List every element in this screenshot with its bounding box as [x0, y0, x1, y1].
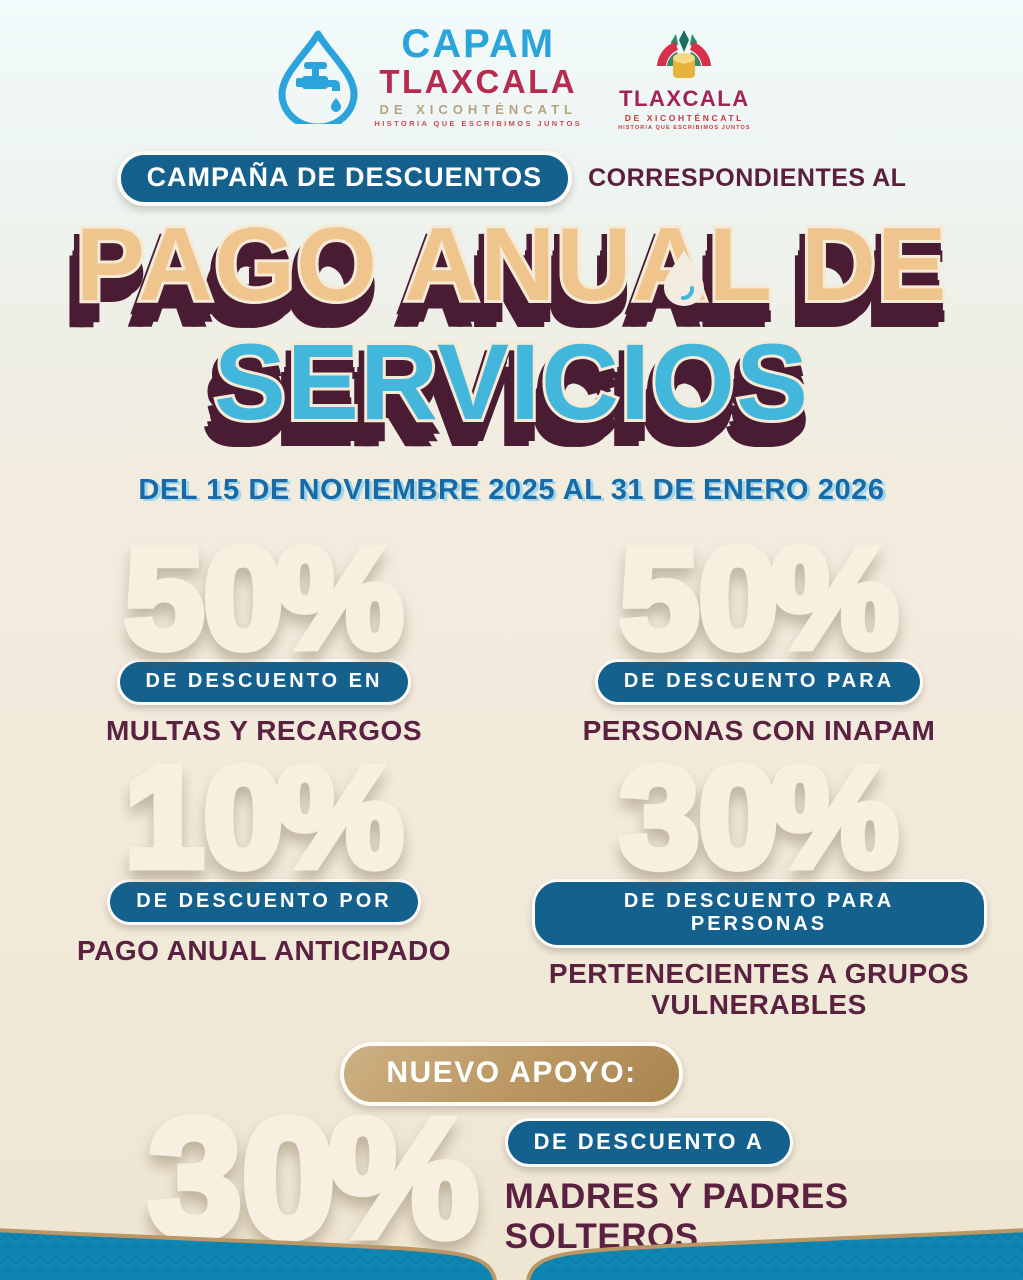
capam-logo-region: TLAXCALA	[379, 63, 578, 100]
bottom-wave-decoration	[0, 1228, 1023, 1280]
faucet-icon	[296, 61, 342, 112]
discount-percent: 50%	[37, 527, 492, 670]
header-logos: CAPAM TLAXCALA DE XICOHTÉNCATL HISTORIA …	[0, 0, 1023, 131]
discount-card-anticipado: 10% DE DESCUENTO POR PAGO ANUAL ANTICIPA…	[37, 747, 492, 1020]
tlaxcala-crest-icon	[657, 30, 712, 78]
poster-title-line2: SERVICIOS	[0, 325, 1023, 439]
discount-percent: 30%	[532, 747, 987, 890]
date-range: DEL 15 DE NOVIEMBRE 2025 AL 31 DE ENERO …	[138, 473, 885, 506]
title-water-drop-icon	[663, 250, 704, 306]
discount-percent-number: 10	[125, 747, 283, 890]
poster-title-line1: PAGO ANUAL DE	[0, 210, 1023, 320]
percent-symbol: %	[277, 747, 404, 890]
capam-logo-text: CAPAM TLAXCALA DE XICOHTÉNCATL HISTORIA …	[374, 24, 582, 128]
new-support-percent: 30%	[148, 1094, 479, 1262]
campaign-row: CAMPAÑA DE DESCUENTOS CORRESPONDIENTES A…	[0, 151, 1023, 206]
discount-label: PERTENECIENTES A GRUPOS VULNERABLES	[548, 957, 970, 1021]
discount-card-multas: 50% DE DESCUENTO EN MULTAS Y RECARGOS	[37, 527, 492, 747]
discount-percent-number: 50	[620, 527, 778, 670]
new-support-offer: 30% DE DESCUENTO A MADRES Y PADRES SOLTE…	[0, 1094, 1023, 1262]
capam-logo-name: CAPAM	[401, 22, 556, 66]
capam-logo-subtitle: DE XICOHTÉNCATL	[379, 102, 577, 117]
discount-card-vulnerables: 30% DE DESCUENTO PARA PERSONAS PERTENECI…	[531, 747, 987, 1021]
percent-symbol: %	[329, 1094, 479, 1262]
discount-percent-number: 30	[148, 1094, 335, 1262]
new-support-pill: DE DESCUENTO A	[504, 1118, 794, 1168]
campaign-suffix: CORRESPONDIENTES AL	[588, 164, 907, 192]
percent-symbol: %	[277, 527, 404, 670]
percent-symbol: %	[772, 747, 899, 890]
new-support-details: DE DESCUENTO A MADRES Y PADRES SOLTEROS	[504, 1100, 875, 1256]
water-drop-faucet-icon	[278, 30, 358, 124]
poster-title: PAGO ANUAL DE SERVICIOS	[0, 210, 1023, 439]
tlaxcala-logo: TLAXCALA DE XICOHTÉNCATL HISTORIA QUE ES…	[618, 24, 751, 131]
discount-percent-number: 50	[125, 527, 283, 670]
discount-percent: 50%	[532, 527, 987, 670]
campaign-badge: CAMPAÑA DE DESCUENTOS	[116, 151, 573, 206]
discount-label: PAGO ANUAL ANTICIPADO	[77, 934, 451, 966]
discount-percent-number: 30	[620, 747, 778, 890]
capam-logo: CAPAM TLAXCALA DE XICOHTÉNCATL HISTORIA …	[272, 24, 582, 128]
tlaxcala-logo-name: TLAXCALA	[619, 86, 750, 111]
discounts-grid: 50% DE DESCUENTO EN MULTAS Y RECARGOS 50…	[37, 527, 987, 1021]
capam-logo-motto: HISTORIA QUE ESCRIBIMOS JUNTOS	[374, 119, 583, 128]
discount-card-inapam: 50% DE DESCUENTO PARA PERSONAS CON INAPA…	[532, 527, 987, 747]
tlaxcala-logo-subtitle: DE XICOHTÉNCATL	[624, 113, 744, 123]
percent-symbol: %	[772, 527, 899, 670]
discount-percent: 10%	[37, 747, 492, 890]
tlaxcala-logo-motto: HISTORIA QUE ESCRIBIMOS JUNTOS	[618, 124, 751, 131]
